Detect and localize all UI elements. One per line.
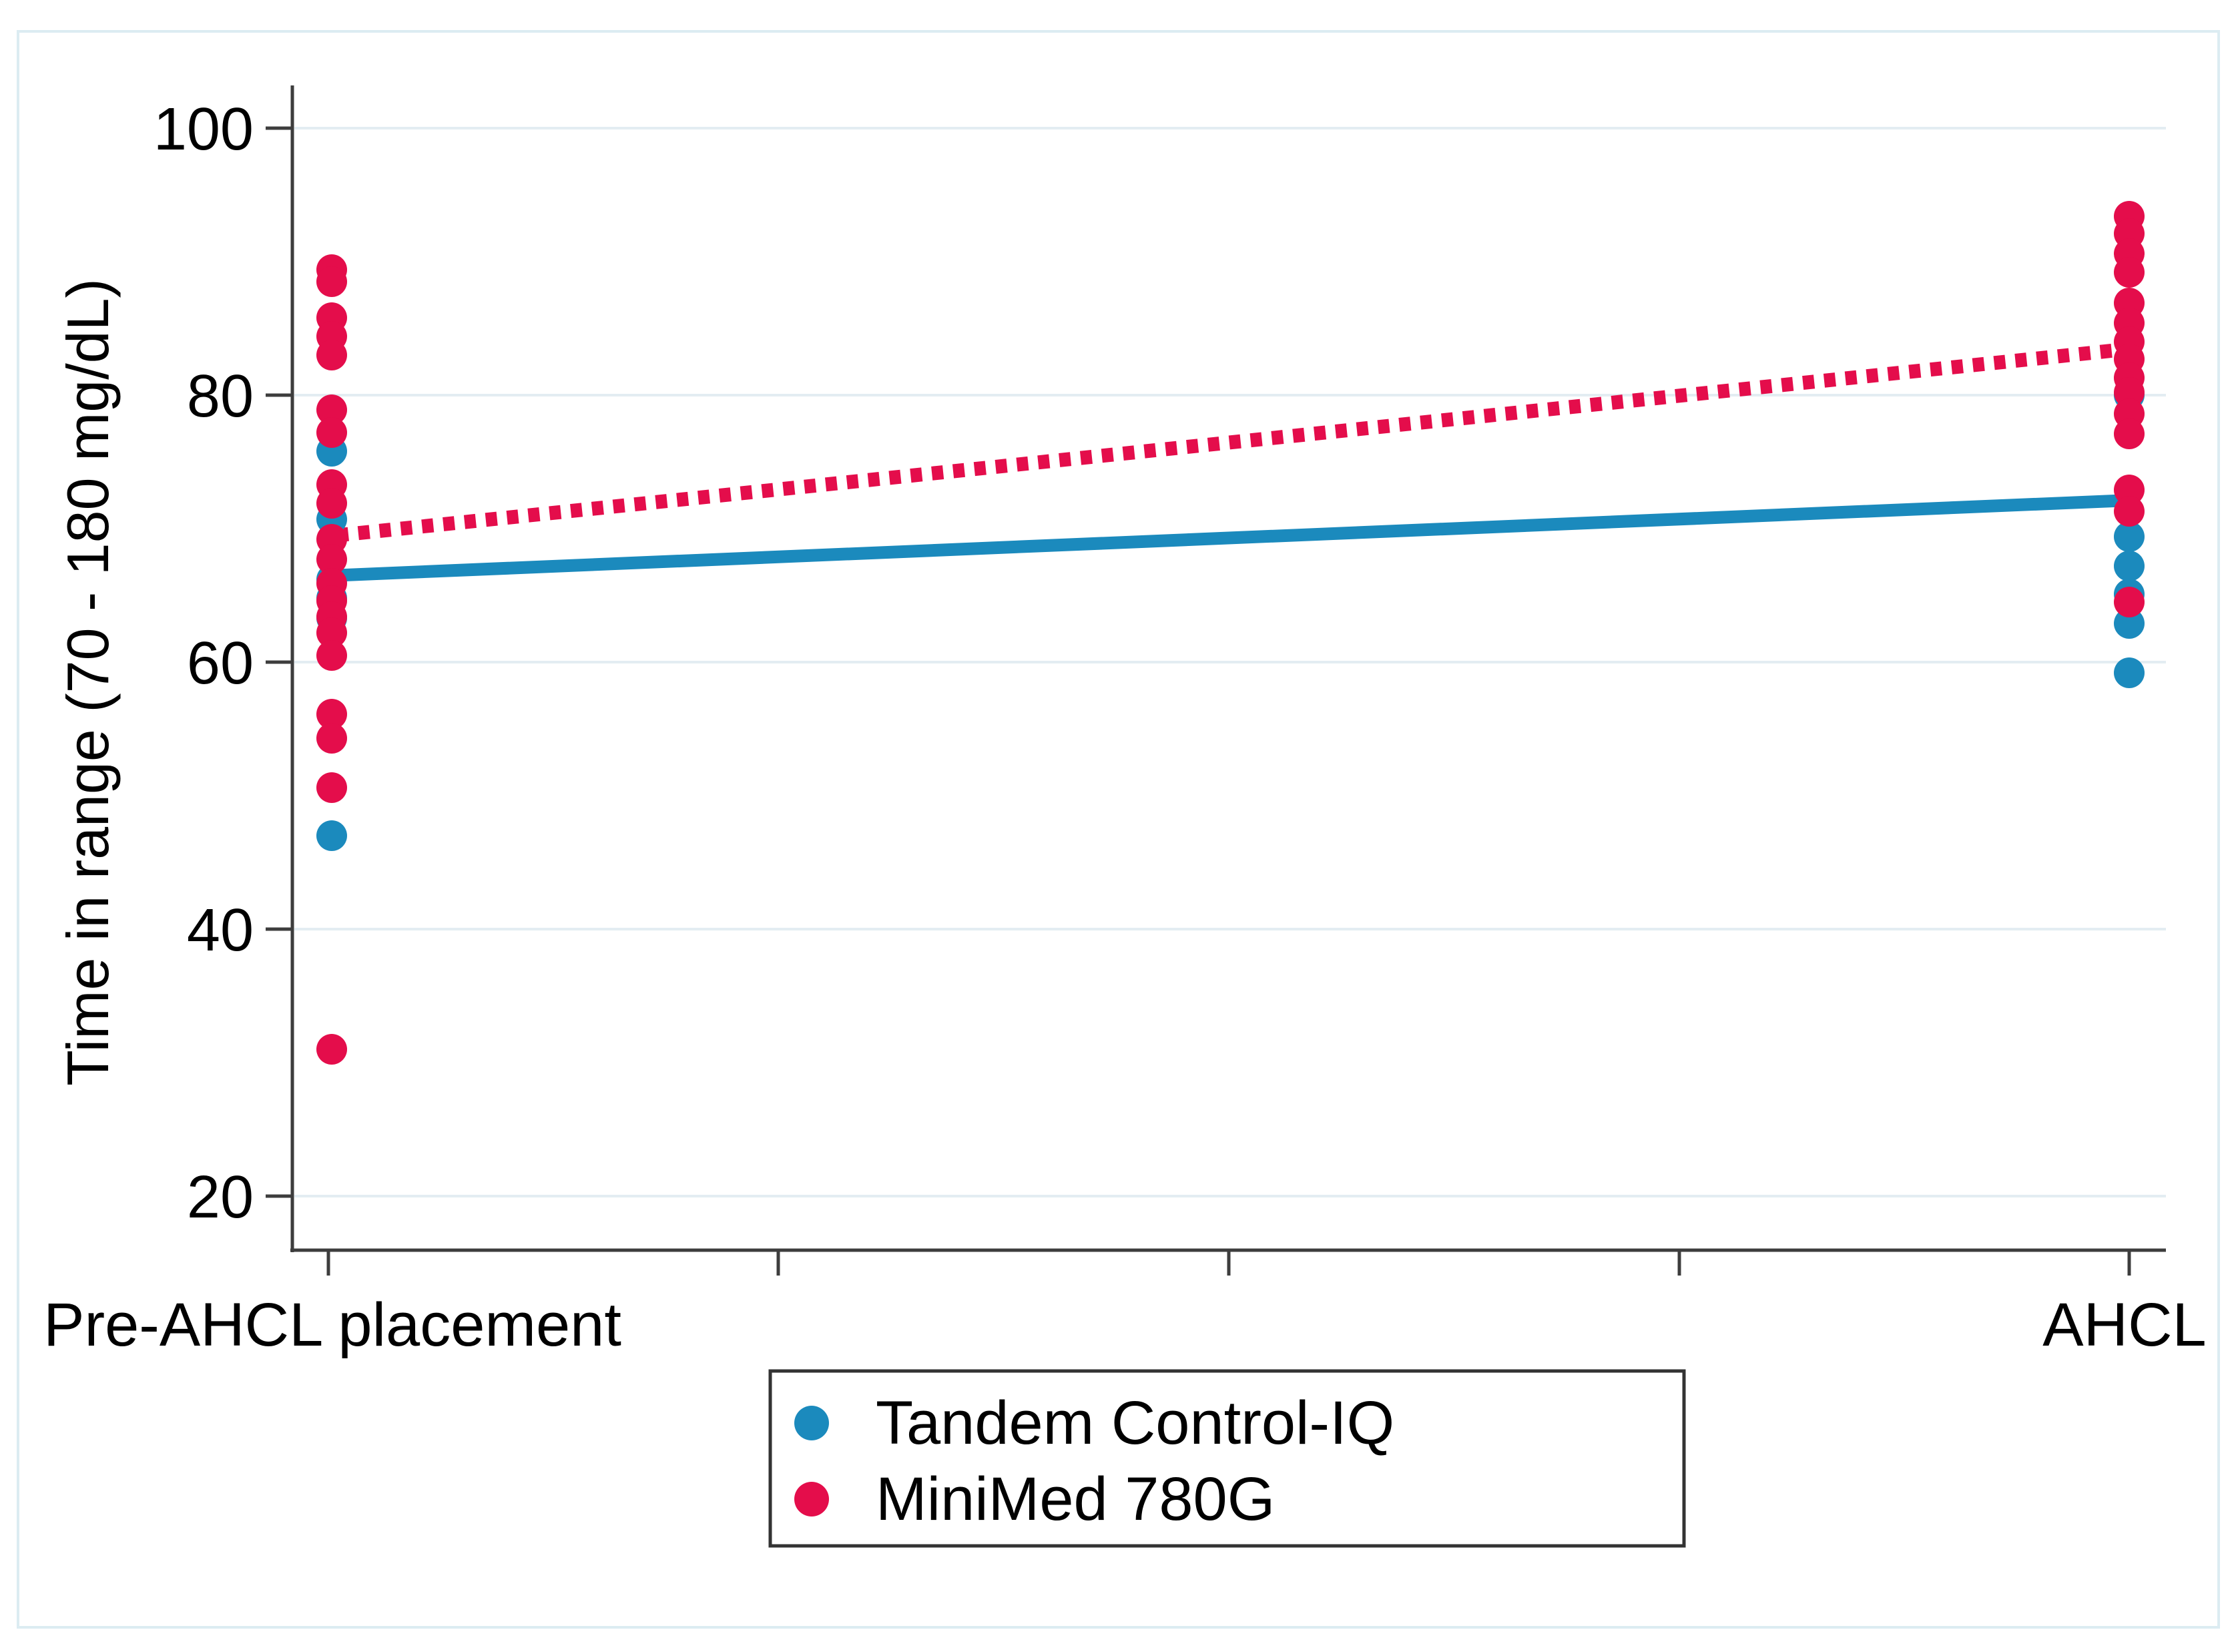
scatter-point-minimed bbox=[316, 417, 347, 448]
y-tick-label: 80 bbox=[187, 363, 254, 430]
legend-label-tandem: Tandem Control-IQ bbox=[876, 1389, 1394, 1457]
scatter-point-minimed bbox=[316, 544, 347, 575]
scatter-point-minimed bbox=[316, 723, 347, 754]
legend-marker-tandem-icon bbox=[794, 1406, 829, 1440]
scatter-point-minimed bbox=[316, 488, 347, 519]
gridlines bbox=[294, 127, 2166, 1197]
y-tick-label: 40 bbox=[187, 897, 254, 964]
trend-lines bbox=[336, 342, 2123, 582]
scatter-points bbox=[316, 201, 2145, 1065]
axis-ticks: 100 80 60 40 20 bbox=[154, 96, 2131, 1276]
scatter-point-minimed bbox=[316, 617, 347, 648]
legend-marker-minimed-icon bbox=[794, 1482, 829, 1517]
figure-border bbox=[17, 30, 2220, 1629]
scatter-point-minimed bbox=[2114, 419, 2145, 449]
y-tick-label: 60 bbox=[187, 630, 254, 697]
x-category-label-ahcl: AHCL bbox=[2042, 1291, 2206, 1359]
scatter-point-minimed bbox=[316, 340, 347, 370]
scatter-point-minimed bbox=[2114, 257, 2145, 288]
scatter-point-minimed bbox=[2114, 496, 2145, 527]
scatter-point-minimed bbox=[2114, 587, 2145, 617]
scatter-point-tandem bbox=[2114, 521, 2145, 552]
scatter-point-tandem bbox=[2114, 551, 2145, 581]
scatter-point-tandem bbox=[2114, 657, 2145, 688]
scatter-point-minimed bbox=[316, 640, 347, 671]
y-tick-label: 100 bbox=[154, 96, 254, 163]
scatter-point-minimed bbox=[2114, 475, 2145, 505]
trend-line-tandem bbox=[336, 494, 2122, 582]
scatter-point-minimed bbox=[316, 699, 347, 730]
scatter-point-minimed bbox=[316, 394, 347, 425]
y-axis-title: Time in range (70 - 180 mg/dL) bbox=[55, 278, 121, 1086]
scatter-point-tandem bbox=[316, 820, 347, 851]
y-tick-label: 20 bbox=[187, 1164, 254, 1231]
legend: Tandem Control-IQ MiniMed 780G bbox=[768, 1369, 1686, 1548]
legend-label-minimed: MiniMed 780G bbox=[876, 1465, 1275, 1533]
scatter-point-minimed bbox=[316, 266, 347, 297]
scatter-point-minimed bbox=[2114, 377, 2145, 408]
scatter-point-minimed bbox=[316, 772, 347, 803]
scatter-point-minimed bbox=[316, 1034, 347, 1065]
x-category-label-pre-ahcl: Pre-AHCL placement bbox=[43, 1291, 621, 1359]
legend-box bbox=[768, 1369, 1686, 1548]
scatter-point-tandem bbox=[2114, 608, 2145, 639]
